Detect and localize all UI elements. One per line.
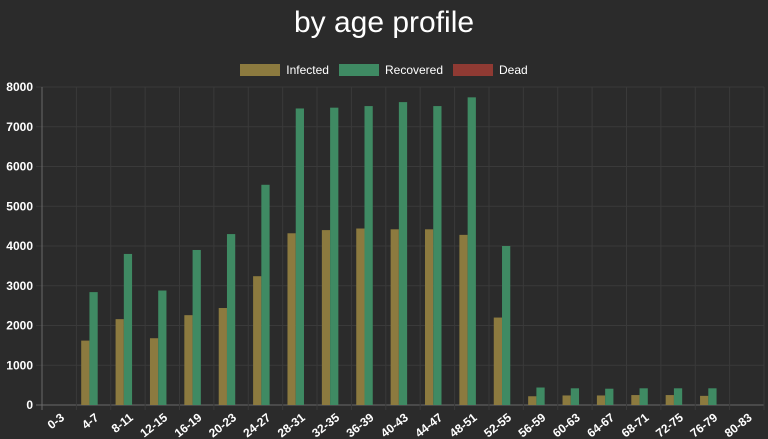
- x-tick-label: 52-55: [481, 410, 514, 439]
- legend-item-dead[interactable]: Dead: [453, 63, 528, 77]
- legend-swatch-dead: [453, 64, 494, 76]
- x-tick-label: 24-27: [241, 410, 274, 439]
- x-tick-label: 68-71: [619, 410, 652, 439]
- bar-infected-56-59[interactable]: [528, 396, 537, 405]
- y-tick-label: 4000: [6, 239, 33, 253]
- chart-title: by age profile: [293, 6, 475, 39]
- x-tick-label: 20-23: [206, 410, 239, 439]
- x-tick-label: 40-43: [378, 410, 411, 439]
- bar-recovered-48-51[interactable]: [467, 97, 476, 406]
- x-tick-label: 64-67: [584, 410, 617, 439]
- bar-infected-16-19[interactable]: [184, 315, 193, 405]
- bar-recovered-24-27[interactable]: [261, 184, 270, 405]
- bar-infected-4-7[interactable]: [81, 340, 90, 405]
- legend-swatch-infected: [240, 64, 281, 76]
- y-tick-label: 2000: [6, 319, 33, 333]
- bar-infected-8-11[interactable]: [115, 319, 124, 405]
- bar-recovered-60-63[interactable]: [570, 388, 580, 405]
- x-tick-label: 72-75: [653, 410, 686, 439]
- x-tick-label: 8-11: [109, 410, 136, 436]
- bar-infected-24-27[interactable]: [253, 276, 262, 405]
- bar-recovered-64-67[interactable]: [605, 388, 614, 405]
- y-tick-label: 6000: [6, 160, 33, 174]
- bar-recovered-8-11[interactable]: [123, 253, 133, 405]
- y-tick-label: 7000: [6, 120, 33, 134]
- x-tick-label: 28-31: [275, 410, 308, 439]
- y-tick-label: 1000: [6, 358, 33, 372]
- legend-item-recovered[interactable]: Recovered: [338, 63, 444, 77]
- y-tick-label: 0: [26, 398, 33, 412]
- x-tick-label: 48-51: [447, 410, 480, 439]
- legend-label-infected: Infected: [286, 63, 329, 77]
- bar-infected-72-75[interactable]: [665, 395, 674, 405]
- bar-infected-68-71[interactable]: [631, 395, 640, 405]
- bar-infected-28-31[interactable]: [287, 233, 296, 405]
- bar-recovered-20-23[interactable]: [226, 234, 236, 405]
- bar-recovered-76-79[interactable]: [708, 388, 717, 405]
- x-tick-label: 44-47: [412, 410, 445, 439]
- x-tick-label: 56-59: [516, 410, 549, 439]
- bar-recovered-32-35[interactable]: [330, 107, 339, 406]
- bar-infected-44-47[interactable]: [425, 229, 434, 405]
- bar-infected-64-67[interactable]: [596, 395, 606, 405]
- bar-recovered-40-43[interactable]: [398, 102, 408, 405]
- x-tick-label: 12-15: [137, 410, 170, 439]
- bar-infected-20-23[interactable]: [218, 308, 227, 405]
- y-tick-label: 8000: [6, 80, 33, 94]
- x-tick-label: 60-63: [550, 410, 583, 439]
- bar-recovered-4-7[interactable]: [89, 292, 98, 405]
- bar-recovered-28-31[interactable]: [295, 108, 304, 405]
- bar-recovered-72-75[interactable]: [673, 388, 683, 405]
- y-tick-label: 3000: [6, 279, 33, 293]
- bar-infected-60-63[interactable]: [562, 395, 571, 405]
- bar-recovered-44-47[interactable]: [433, 106, 442, 405]
- legend-label-recovered: Recovered: [384, 63, 444, 77]
- bar-recovered-16-19[interactable]: [192, 249, 201, 405]
- x-tick-label: 16-19: [172, 410, 205, 439]
- bar-infected-76-79[interactable]: [700, 395, 709, 405]
- x-tick-label: 36-39: [344, 410, 377, 439]
- bar-infected-52-55[interactable]: [493, 317, 503, 405]
- bar-infected-36-39[interactable]: [356, 228, 365, 405]
- bar-infected-40-43[interactable]: [390, 229, 399, 405]
- bar-recovered-12-15[interactable]: [158, 290, 167, 405]
- legend-swatch-recovered: [338, 64, 379, 76]
- x-tick-label: 4-7: [79, 410, 102, 432]
- legend-item-infected[interactable]: Infected: [240, 63, 329, 77]
- bar-infected-32-35[interactable]: [321, 230, 331, 405]
- bar-recovered-36-39[interactable]: [364, 106, 373, 405]
- x-tick-label: 32-35: [309, 410, 342, 439]
- chart-legend: Infected Recovered Dead: [0, 63, 768, 77]
- legend-label-dead: Dead: [499, 63, 528, 77]
- bar-recovered-56-59[interactable]: [536, 387, 545, 405]
- x-tick-label: 0-3: [45, 410, 68, 432]
- y-tick-label: 5000: [6, 199, 33, 213]
- bar-infected-48-51[interactable]: [459, 234, 468, 405]
- x-tick-label: 76-79: [687, 410, 720, 439]
- bar-infected-12-15[interactable]: [149, 338, 159, 405]
- bar-recovered-68-71[interactable]: [639, 388, 648, 405]
- x-tick-label: 80-83: [722, 410, 755, 439]
- bar-recovered-52-55[interactable]: [502, 246, 511, 405]
